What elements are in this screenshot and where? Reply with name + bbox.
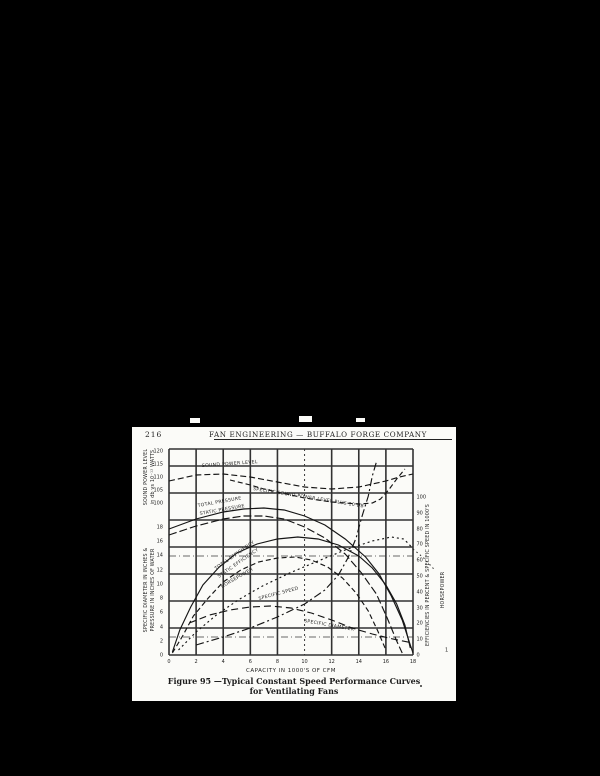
- curve-total-pressure: [168, 507, 414, 654]
- figure-caption-line1: Figure 95 —Typical Constant Speed Perfor…: [167, 676, 421, 686]
- left_bottom-axis-title: PRESSURE IN INCHES OF WATER: [150, 548, 156, 631]
- left_bottom-tick-label: 4: [160, 625, 163, 631]
- page-edge-speck: [356, 418, 365, 422]
- left_top-tick-label: 105: [153, 488, 163, 494]
- curve-total-efficiency: [171, 536, 411, 653]
- curve-horsepower-extension: [412, 548, 436, 571]
- right-tick-label: 100: [417, 495, 427, 501]
- right-tick-label: 70: [417, 542, 423, 548]
- left_top-tick-label: 120: [153, 449, 163, 455]
- right_outer-axis-title: HORSEPOWER: [440, 571, 446, 608]
- x-tick-label: 10: [301, 659, 307, 665]
- x-axis-title: CAPACITY IN 1000'S OF CFM: [246, 668, 336, 674]
- curve-specific-speed: [195, 461, 377, 646]
- right-tick-label: 50: [417, 574, 423, 580]
- left_top-axis-title: in db vs 10⁻¹² WATTS: [150, 450, 156, 505]
- page-number: 216: [145, 430, 163, 439]
- right-tick-label: 20: [417, 621, 423, 627]
- left_top-tick-label: 110: [153, 475, 163, 481]
- x-tick-label: 18: [410, 659, 416, 665]
- x-tick-label: 4: [222, 659, 225, 665]
- left_bottom-tick-label: 0: [160, 653, 163, 659]
- x-tick-label: 16: [383, 659, 389, 665]
- left_top-axis-title: SOUND POWER LEVEL: [143, 449, 149, 506]
- curve-static-pressure: [168, 515, 403, 654]
- header-rule: [214, 438, 452, 440]
- left_bottom-tick-label: 16: [157, 539, 163, 545]
- x-tick-label: 8: [276, 659, 279, 665]
- left_bottom-tick-label: 6: [160, 610, 163, 616]
- right-axis-title: EFFICIENCIES IN PERCENT & SPECIFIC SPEED…: [425, 504, 431, 646]
- performance-chart: SOUND POWER LEVEL SPECIFIC SOUND POWER LE…: [143, 448, 448, 674]
- ink-speck: [420, 685, 422, 687]
- curve-label-sound-power-level: SOUND POWER LEVEL: [202, 459, 258, 469]
- left_bottom-tick-label: 12: [157, 568, 163, 574]
- page-edge-speck: [299, 416, 312, 422]
- left_bottom-tick-label: 14: [157, 553, 163, 559]
- right-tick-label: 40: [417, 590, 423, 596]
- right-tick-label: 80: [417, 527, 423, 533]
- right-tick-label: 10: [417, 637, 423, 643]
- curve-static-efficiency: [171, 556, 387, 654]
- x-tick-label: 14: [356, 659, 362, 665]
- x-tick-label: 0: [167, 659, 170, 665]
- page-edge-speck: [190, 418, 200, 423]
- left_bottom-tick-label: 2: [160, 639, 163, 645]
- x-tick-label: 12: [328, 659, 334, 665]
- curve-label-specific-speed: SPECIFIC SPEED: [258, 585, 299, 601]
- right-tick-label: 0: [417, 653, 420, 659]
- left_bottom-tick-label: 8: [160, 596, 163, 602]
- x-tick-label: 2: [195, 659, 198, 665]
- running-header: FAN ENGINEERING — BUFFALO FORGE COMPANY: [208, 430, 427, 439]
- right_outer-tick-label: 1: [445, 648, 448, 654]
- left_top-tick-label: 115: [153, 462, 163, 468]
- left_bottom-tick-label: 10: [157, 582, 163, 588]
- figure-caption-line2: for Ventilating Fans: [249, 686, 339, 697]
- curve-horsepower: [178, 536, 414, 651]
- right-tick-label: 90: [417, 511, 423, 517]
- right-tick-label: 30: [417, 606, 423, 612]
- figure-caption: Figure 95 —Typical Constant Speed Perfor…: [132, 676, 456, 697]
- curve-specific-sound-power-level: [229, 468, 406, 505]
- left_bottom-tick-label: 18: [157, 525, 163, 531]
- left_bottom-axis-title: SPECIFIC DIAMETER IN INCHES &: [143, 548, 149, 633]
- x-tick-label: 6: [249, 659, 252, 665]
- scanned-page: 216 FAN ENGINEERING — BUFFALO FORGE COMP…: [132, 427, 456, 701]
- curve-label-specific-sound-power-level: SPECIFIC SOUND POWER LEVEL PLUS 10 DB: [253, 486, 365, 509]
- right-tick-label: 60: [417, 558, 423, 564]
- left_top-tick-label: 100: [153, 501, 163, 507]
- curve-specific-diameter: [189, 605, 414, 644]
- curve-label-specific-diameter: SPECIFIC DIAMETER: [304, 618, 355, 633]
- curve-sound-power-level: [168, 473, 414, 490]
